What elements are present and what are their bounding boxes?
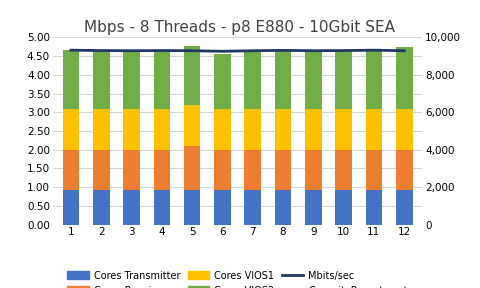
Mbits/sec — [189, 49, 195, 52]
Bar — [244, 190, 261, 225]
Bar — [184, 46, 201, 105]
Bar — [305, 109, 322, 150]
Line: Mbits/sec: Mbits/sec — [71, 50, 404, 51]
Bar — [63, 150, 79, 190]
Bar — [366, 190, 382, 225]
Bar — [93, 190, 109, 225]
Bar — [275, 150, 291, 190]
Bar — [184, 190, 201, 225]
Bar — [366, 109, 382, 150]
Bar — [93, 150, 109, 190]
Mbits/sec — [341, 49, 347, 52]
Mbits/sec — [219, 50, 225, 53]
Bar — [396, 109, 412, 150]
Bar — [244, 109, 261, 150]
Bar — [214, 150, 231, 190]
Bar — [63, 109, 79, 150]
Bar — [154, 150, 170, 190]
Bar — [275, 190, 291, 225]
Mbits/sec — [250, 49, 256, 52]
Bar — [123, 109, 140, 150]
Mbits/sec — [68, 48, 74, 52]
Mbits/sec — [98, 49, 104, 52]
Bar — [336, 109, 352, 150]
Mbits/sec — [371, 48, 377, 52]
Bar — [214, 54, 231, 109]
Text: Mbps - 8 Threads - p8 E880 - 10Gbit SEA: Mbps - 8 Threads - p8 E880 - 10Gbit SEA — [84, 20, 396, 35]
Mbits/sec — [129, 49, 134, 52]
Mbits/sec — [311, 49, 316, 52]
Bar — [396, 150, 412, 190]
Bar — [184, 105, 201, 146]
Mbits/sec — [401, 49, 407, 52]
Bar — [366, 150, 382, 190]
Bar — [305, 190, 322, 225]
Bar — [244, 150, 261, 190]
Mbits/sec — [159, 49, 165, 52]
Bar — [275, 50, 291, 109]
Bar — [305, 50, 322, 109]
Bar — [123, 190, 140, 225]
Bar — [154, 109, 170, 150]
Bar — [184, 146, 201, 190]
Bar — [305, 150, 322, 190]
Bar — [336, 190, 352, 225]
Bar — [63, 50, 79, 109]
Bar — [396, 190, 412, 225]
Bar — [154, 190, 170, 225]
Bar — [396, 47, 412, 109]
Bar — [214, 190, 231, 225]
Bar — [336, 150, 352, 190]
Bar — [244, 50, 261, 109]
Bar — [366, 50, 382, 109]
Legend: Cores Transmitter, Cores Receiver, Cores VIOS1, Cores VIOS2, Mbits/sec, Capacity: Cores Transmitter, Cores Receiver, Cores… — [67, 271, 408, 288]
Bar — [123, 150, 140, 190]
Mbits/sec — [280, 49, 286, 52]
Bar — [123, 50, 140, 109]
Bar — [275, 109, 291, 150]
Bar — [93, 50, 109, 109]
Bar — [154, 50, 170, 109]
Bar — [63, 190, 79, 225]
Bar — [93, 109, 109, 150]
Bar — [336, 50, 352, 109]
Bar — [214, 109, 231, 150]
